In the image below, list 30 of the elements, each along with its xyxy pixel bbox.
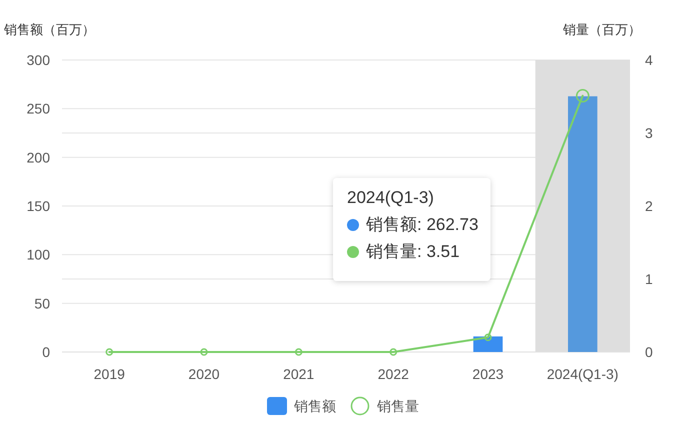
annotation: 销售量: 3.51: [365, 242, 460, 261]
legend-label: 销售额: [293, 398, 336, 414]
legend-label: 销售量: [376, 398, 419, 414]
y-tick-label: 150: [26, 198, 50, 214]
y2-tick-label: 2: [645, 198, 653, 214]
x-tick-label: 2024(Q1-3): [546, 366, 618, 382]
x-tick-label: 2023: [472, 366, 504, 382]
point: [390, 348, 398, 356]
y2-tick-label: 1: [645, 271, 653, 287]
point: [484, 334, 492, 342]
y-tick-label: 250: [26, 100, 50, 117]
annotation: 销售额: 262.73: [365, 215, 478, 234]
y-tick-label: 200: [26, 149, 50, 166]
y-axis-title: 销售额（百万）: [3, 22, 95, 37]
y-tick-label: 0: [42, 344, 50, 360]
x-tick-label: 2022: [378, 366, 410, 382]
point: [200, 348, 208, 356]
y2-tick-label: 4: [645, 52, 653, 68]
y2-tick-label: 3: [645, 125, 653, 141]
point: [106, 348, 114, 356]
y2-tick-label: 0: [645, 344, 653, 360]
point: [294, 348, 302, 356]
y-tick-label: 300: [26, 52, 50, 68]
x-tick-label: 2021: [283, 366, 314, 382]
annotation: 2024(Q1-3): [347, 188, 434, 207]
y-tick-label: 50: [34, 295, 50, 312]
y-tick-label: 100: [26, 246, 50, 263]
y2-axis-title: 销量（百万）: [562, 22, 641, 37]
x-tick-label: 2020: [188, 366, 220, 382]
x-tick-label: 2019: [94, 366, 126, 382]
